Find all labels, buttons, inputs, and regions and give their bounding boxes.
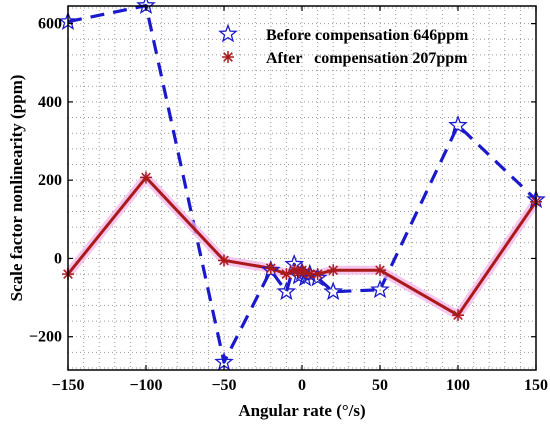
- legend-label-after: After compensation 207ppm: [266, 50, 468, 67]
- data-point-after: [280, 268, 293, 281]
- x-tick-label: −100: [129, 377, 162, 394]
- data-point-after: [374, 264, 386, 277]
- legend-marker-after: [222, 51, 234, 63]
- y-tick-label: 400: [38, 94, 62, 111]
- data-point-after-stroke: [328, 265, 339, 276]
- series-line-before: [67, 4, 538, 364]
- x-tick-label: 50: [372, 377, 388, 394]
- y-tick-label: 0: [54, 250, 62, 267]
- ticks: −150 −100 −50 0 50 100 150 −200 0 200 400 600: [29, 6, 548, 394]
- legend-symbol-after-stroke: [223, 52, 233, 62]
- legend-label-before: Before compensation 646ppm: [266, 27, 469, 44]
- data-point-after-stroke: [312, 269, 323, 279]
- y-tick-label: −200: [29, 329, 62, 346]
- y-tick-label: 200: [38, 172, 62, 189]
- data-point-after-stroke: [453, 310, 463, 321]
- x-tick-label: 150: [524, 377, 548, 394]
- data-point-after-stroke: [265, 263, 276, 274]
- data-point-after-stroke: [281, 269, 292, 279]
- data-point-after-stroke: [289, 265, 300, 276]
- data-point-after: [140, 171, 152, 184]
- x-tick-label: 0: [298, 377, 306, 394]
- y-axis-label: Scale factor nonlinearity (ppm): [7, 75, 26, 302]
- x-axis-label: Angular rate (°/s): [238, 401, 365, 420]
- y-tick-label: 600: [38, 16, 62, 33]
- data-point-before: [448, 115, 468, 134]
- legend-marker-before: [218, 23, 238, 43]
- grid: [68, 6, 536, 370]
- legend: Before compensation 646ppm After compens…: [218, 23, 469, 67]
- data-point-before: [370, 279, 390, 299]
- data-point-after: [264, 262, 277, 275]
- legend-symbol-after: [222, 51, 234, 63]
- data-point-before: [323, 281, 344, 301]
- data-point-after-stroke: [219, 255, 229, 266]
- data-point-after: [218, 254, 230, 267]
- x-tick-label: 100: [446, 377, 470, 394]
- data-point-before: [276, 281, 297, 301]
- data-point-after-stroke: [300, 267, 310, 278]
- data-point-after: [452, 309, 464, 322]
- data-point-after-stroke: [375, 265, 385, 276]
- data-point-after: [327, 264, 340, 277]
- data-point-after-stroke: [141, 172, 151, 183]
- x-tick-label: −150: [51, 377, 84, 394]
- x-tick-label: −50: [211, 377, 236, 394]
- data-point-after-stroke: [304, 269, 315, 279]
- legend-symbol-before: [218, 23, 238, 43]
- data-point-after: [311, 268, 324, 281]
